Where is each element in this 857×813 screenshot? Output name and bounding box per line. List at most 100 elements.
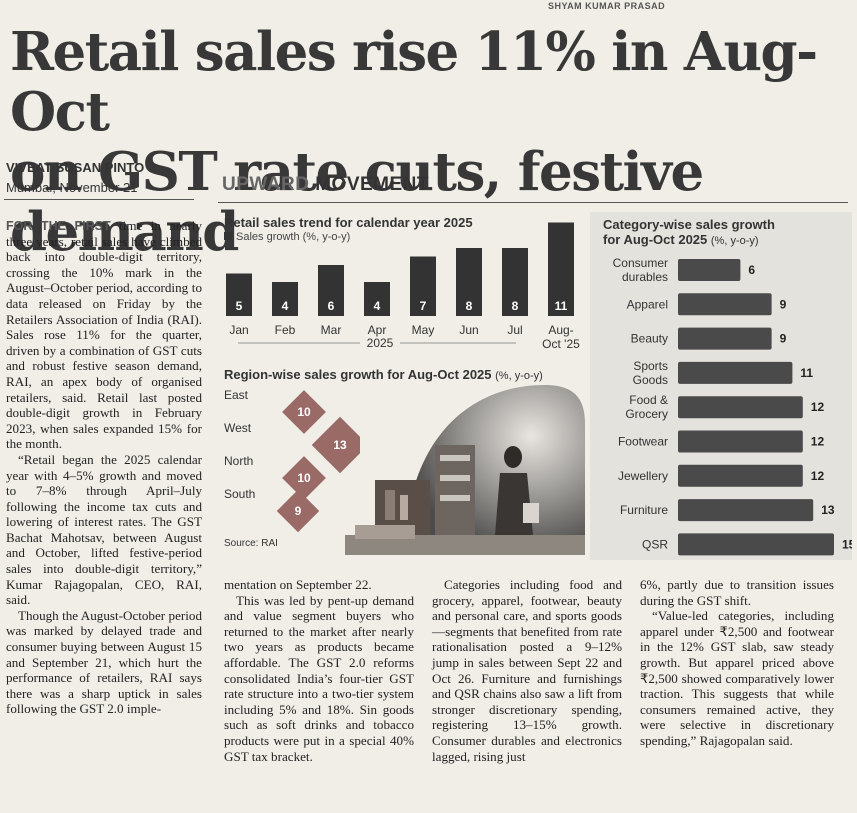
trend-tick-label: Feb bbox=[275, 323, 296, 337]
category-value: 12 bbox=[811, 469, 825, 483]
category-bar bbox=[678, 361, 793, 384]
category-bar bbox=[678, 430, 803, 453]
trend-chart: 5 Jan 4 Feb 6 Mar 4 Apr 7 May 8 Jun 8 Jul 11 Aug-Oct '2… bbox=[226, 222, 580, 351]
region-value: 13 bbox=[333, 438, 347, 452]
region-diamond bbox=[282, 390, 326, 434]
category-value: 9 bbox=[780, 297, 787, 311]
headline-line-1: Retail sales rise 11% in Aug-Oct bbox=[10, 21, 818, 143]
region-label: South bbox=[224, 487, 255, 501]
category-value: 11 bbox=[800, 366, 813, 380]
trend-bar bbox=[456, 248, 482, 316]
lead-in: FOR THE FIRST bbox=[6, 219, 111, 233]
category-label: Consumer bbox=[613, 256, 668, 270]
category-value: 6 bbox=[748, 263, 755, 277]
trend-bar-value: 6 bbox=[328, 299, 335, 313]
graphic-source: Source: RAI bbox=[224, 538, 278, 549]
trend-bar-value: 11 bbox=[555, 299, 568, 313]
trend-bar-value: 8 bbox=[466, 299, 473, 313]
shopping-illustration bbox=[345, 385, 585, 555]
article-column-2: mentation on September 22. This was led … bbox=[224, 577, 414, 764]
article-paragraph-8: “Value-led categories, including apparel… bbox=[640, 608, 834, 748]
category-label: Beauty bbox=[631, 332, 668, 346]
article-column-1: FOR THE FIRST time in nearly three years… bbox=[6, 218, 202, 717]
category-value: 9 bbox=[780, 332, 787, 346]
region-diamond bbox=[282, 456, 326, 500]
trend-tick-label: May bbox=[412, 323, 435, 337]
region-chart: East 10 West 13 North 10 South 9 bbox=[224, 388, 360, 533]
trend-bar bbox=[272, 282, 298, 316]
category-title-text: Category-wise sales growth bbox=[603, 217, 775, 232]
category-bar bbox=[678, 396, 803, 419]
region-units: (%, y-o-y) bbox=[495, 370, 543, 382]
legend-label: Sales growth (%, y-o-y) bbox=[236, 231, 351, 243]
category-label: Goods bbox=[633, 373, 668, 387]
article-paragraph-5: This was led by pent-up demand and value… bbox=[224, 592, 414, 764]
article-paragraph-6: Categories including food and grocery, a… bbox=[432, 577, 622, 764]
paragraph-text: time in nearly three years, retail sales… bbox=[6, 218, 202, 452]
category-bar bbox=[678, 259, 741, 281]
trend-bar bbox=[410, 256, 436, 316]
region-chart-title: Region-wise sales growth for Aug-Oct 202… bbox=[224, 367, 543, 382]
category-label: durables bbox=[622, 270, 668, 284]
trend-chart-title: Retail sales trend for calendar year 202… bbox=[224, 215, 473, 230]
region-value: 10 bbox=[297, 471, 311, 485]
region-label: North bbox=[224, 454, 253, 468]
byline-author: VIVEAT SUSAN PINTO bbox=[6, 160, 145, 175]
article-paragraph-7: 6%, partly due to transition issues duri… bbox=[640, 577, 834, 608]
trend-bar-value: 4 bbox=[374, 299, 381, 313]
trend-tick-label: Jun bbox=[459, 323, 478, 337]
article-paragraph-4: mentation on September 22. bbox=[224, 577, 372, 592]
category-bar bbox=[678, 533, 834, 556]
graphic-title-bold: MOVEMENT bbox=[315, 174, 430, 195]
trend-tick-label: Apr bbox=[368, 323, 387, 337]
headline-line-2: on GST rate cuts, festive demand bbox=[10, 141, 704, 263]
category-bar bbox=[678, 464, 803, 487]
category-value: 13 bbox=[821, 503, 835, 517]
trend-tick-label: Oct '25 bbox=[542, 337, 580, 351]
trend-bar-value: 7 bbox=[420, 299, 427, 313]
category-bar bbox=[678, 499, 814, 522]
article-paragraph-1: FOR THE FIRST time in nearly three years… bbox=[6, 218, 202, 452]
category-value: 15 bbox=[842, 537, 852, 551]
category-value: 12 bbox=[811, 400, 825, 414]
trend-bar bbox=[226, 273, 252, 316]
trend-bar-value: 4 bbox=[282, 299, 289, 313]
trend-bar-value: 8 bbox=[512, 299, 519, 313]
region-label: East bbox=[224, 388, 249, 402]
region-value: 10 bbox=[297, 405, 311, 419]
trend-tick-label: Mar bbox=[321, 323, 342, 337]
region-title-text: Region-wise sales growth for Aug-Oct 202… bbox=[224, 367, 492, 382]
article-column-4: 6%, partly due to transition issues duri… bbox=[640, 577, 834, 749]
trend-tick-label: Jul bbox=[507, 323, 522, 337]
trend-bar bbox=[364, 282, 390, 316]
legend-swatch bbox=[224, 232, 232, 240]
category-label: Jewellery bbox=[618, 469, 668, 483]
trend-tick-label: Aug- bbox=[548, 323, 573, 337]
trend-bar bbox=[318, 265, 344, 316]
dateline: Mumbai, November 21 bbox=[6, 180, 138, 195]
category-subtitle: for Aug-Oct 2025 bbox=[603, 232, 708, 247]
photo-credit: SHYAM KUMAR PRASAD bbox=[548, 1, 666, 11]
headline: Retail sales rise 11% in Aug-Oct on GST … bbox=[10, 22, 850, 262]
trend-chart-legend: Sales growth (%, y-o-y) bbox=[224, 231, 350, 243]
category-label: Furniture bbox=[620, 503, 668, 517]
graphic-rule bbox=[218, 202, 848, 203]
category-value: 12 bbox=[811, 435, 825, 449]
article-paragraph-2: “Retail began the 2025 calendar year wit… bbox=[6, 451, 202, 608]
graphic-title: UPWARD MOVEMENT bbox=[222, 174, 429, 196]
region-value: 9 bbox=[295, 504, 302, 518]
byline-rule bbox=[4, 199, 194, 200]
article-paragraph-3: Though the August-October period was mar… bbox=[6, 607, 202, 717]
category-label: QSR bbox=[642, 537, 668, 551]
trend-tick-label: Jan bbox=[229, 323, 248, 337]
category-label: Apparel bbox=[627, 297, 668, 311]
category-bar bbox=[678, 293, 772, 316]
category-label: Food & bbox=[629, 393, 668, 407]
trend-bar bbox=[502, 248, 528, 316]
category-label: Footwear bbox=[618, 435, 668, 449]
category-bar bbox=[678, 327, 772, 350]
category-units: (%, y-o-y) bbox=[710, 235, 759, 247]
year-label: 2025 bbox=[367, 336, 394, 350]
category-label: Grocery bbox=[625, 407, 668, 421]
